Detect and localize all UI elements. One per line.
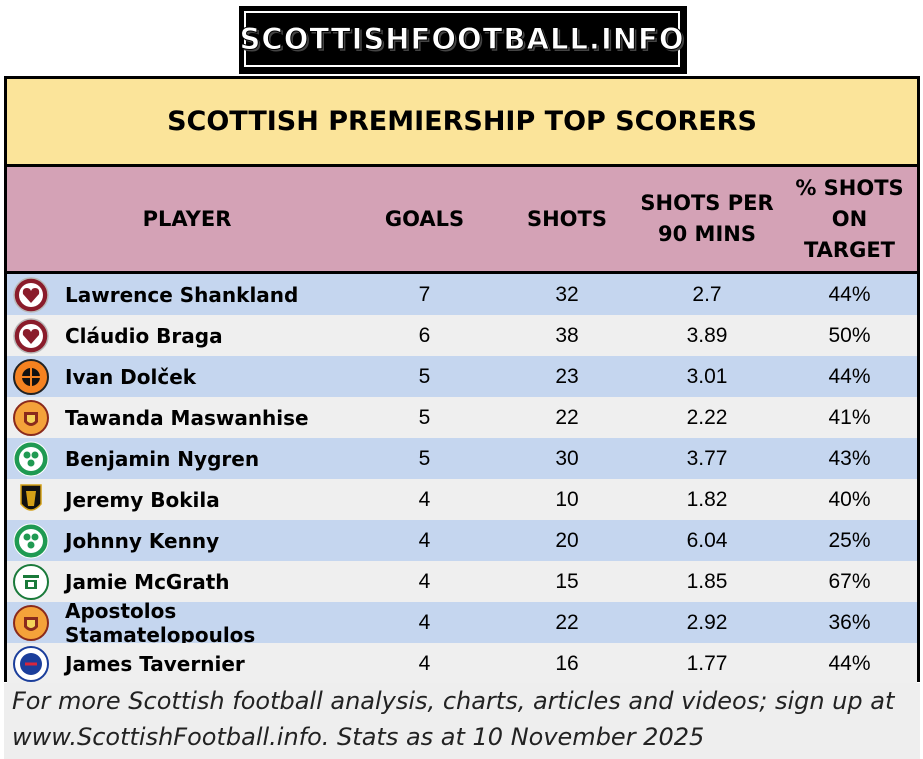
rangers-crest (13, 646, 49, 682)
motherwell-crest (13, 400, 49, 436)
cell-shots: 16 (555, 651, 579, 675)
player-name: Cláudio Braga (65, 323, 223, 348)
cell-shots: 10 (555, 487, 579, 511)
table-row: Apostolos Stamatelopoulos 4 22 2.92 36% (7, 598, 917, 647)
cell-pct-on-target: 67% (828, 569, 871, 593)
livingston-crest (13, 482, 49, 518)
header-player: PLAYER (7, 167, 367, 271)
cell-shots: 20 (555, 528, 579, 552)
cell-goals: 6 (418, 323, 431, 347)
cell-shots-per-90: 1.77 (686, 651, 728, 675)
cell-pct-on-target: 36% (828, 610, 871, 634)
cell-pct-on-target: 25% (828, 528, 871, 552)
cell-goals: 4 (418, 610, 431, 634)
logo-text: SCOTTISHFOOTBALL.INFO (239, 22, 685, 57)
cell-pct-on-target: 44% (828, 651, 871, 675)
table-row: Cláudio Braga 6 38 3.89 50% (7, 315, 917, 356)
header-player-label: PLAYER (142, 206, 232, 231)
cell-goals: 4 (418, 487, 431, 511)
celtic-crest (13, 441, 49, 477)
cell-shots-per-90: 3.77 (686, 446, 728, 470)
cell-shots: 22 (555, 405, 579, 429)
header-shots: SHOTS (507, 167, 627, 271)
player-name: Jamie McGrath (65, 569, 230, 594)
header-shots-per-90: SHOTS PER 90 MINS (632, 167, 782, 271)
cell-shots-per-90: 3.89 (686, 323, 728, 347)
cell-shots-per-90: 3.01 (686, 364, 728, 388)
cell-shots-per-90: 6.04 (686, 528, 728, 552)
table-row: Ivan Dolček 5 23 3.01 44% (7, 356, 917, 397)
cell-shots-per-90: 2.7 (692, 282, 722, 306)
table-title-bar: SCOTTISH PREMIERSHIP TOP SCORERS (7, 79, 917, 167)
table-row: Lawrence Shankland 7 32 2.7 44% (7, 274, 917, 315)
cell-shots: 32 (555, 282, 579, 306)
footer-line-1: For more Scottish football analysis, cha… (12, 687, 895, 715)
hibernian-crest (13, 564, 49, 600)
cell-shots: 23 (555, 364, 579, 388)
cell-pct-on-target: 44% (828, 282, 871, 306)
header-shots-per-90-line2: 90 MINS (658, 222, 756, 246)
table-row: Jeremy Bokila 4 10 1.82 40% (7, 479, 917, 520)
player-name: Tawanda Maswanhise (65, 405, 309, 430)
cell-shots: 30 (555, 446, 579, 470)
site-logo: SCOTTISHFOOTBALL.INFO (239, 6, 687, 74)
player-name: Lawrence Shankland (65, 282, 299, 307)
cell-shots-per-90: 1.85 (686, 569, 728, 593)
table-row: Johnny Kenny 4 20 6.04 25% (7, 520, 917, 561)
cell-pct-on-target: 41% (828, 405, 871, 429)
celtic-crest (13, 523, 49, 559)
header-shots-label: SHOTS (526, 206, 607, 231)
cell-shots-per-90: 2.92 (686, 610, 728, 634)
cell-goals: 5 (418, 446, 431, 470)
table-header-row: PLAYER GOALS SHOTS SHOTS PER 90 MINS % S… (7, 167, 917, 274)
table-row: Benjamin Nygren 5 30 3.77 43% (7, 438, 917, 479)
header-pct-on-target: % SHOTS ON TARGET (782, 167, 917, 271)
cell-shots: 15 (555, 569, 579, 593)
cell-shots-per-90: 1.82 (686, 487, 728, 511)
dundee-united-crest (13, 359, 49, 395)
cell-pct-on-target: 43% (828, 446, 871, 470)
player-name: Apostolos Stamatelopoulos (65, 598, 256, 647)
header-goals: GOALS (372, 167, 477, 271)
table-row: Jamie McGrath 4 15 1.85 67% (7, 561, 917, 602)
hearts-crest (13, 318, 49, 354)
footer: For more Scottish football analysis, cha… (4, 683, 920, 759)
player-name: Johnny Kenny (65, 528, 220, 553)
cell-shots-per-90: 2.22 (686, 405, 728, 429)
cell-goals: 5 (418, 405, 431, 429)
player-name: James Tavernier (65, 651, 245, 676)
cell-shots: 22 (555, 610, 579, 634)
table-title: SCOTTISH PREMIERSHIP TOP SCORERS (167, 106, 757, 137)
cell-pct-on-target: 50% (828, 323, 871, 347)
motherwell-crest (13, 605, 49, 641)
cell-pct-on-target: 40% (828, 487, 871, 511)
header-goals-label: GOALS (384, 206, 465, 231)
cell-goals: 4 (418, 569, 431, 593)
logo-frame: SCOTTISHFOOTBALL.INFO (239, 11, 684, 67)
table-row: James Tavernier 4 16 1.77 44% (7, 643, 917, 684)
header-pct-line2: ON (831, 206, 868, 231)
cell-goals: 7 (418, 282, 431, 306)
player-name: Benjamin Nygren (65, 446, 260, 471)
hearts-crest (13, 277, 49, 313)
header-pct-line1: % SHOTS (795, 175, 904, 200)
cell-pct-on-target: 44% (828, 364, 871, 388)
cell-goals: 4 (418, 528, 431, 552)
top-scorers-table: SCOTTISH PREMIERSHIP TOP SCORERS PLAYER … (4, 76, 920, 684)
cell-goals: 4 (418, 651, 431, 675)
header-pct-line3: TARGET (803, 237, 896, 262)
cell-shots: 38 (555, 323, 579, 347)
cell-goals: 5 (418, 364, 431, 388)
header-shots-per-90-line1: SHOTS PER (640, 191, 774, 215)
footer-line-2: www.ScottishFootball.info. Stats as at 1… (12, 723, 705, 751)
table-row: Tawanda Maswanhise 5 22 2.22 41% (7, 397, 917, 438)
player-name: Jeremy Bokila (65, 487, 220, 512)
player-name: Ivan Dolček (65, 364, 197, 389)
